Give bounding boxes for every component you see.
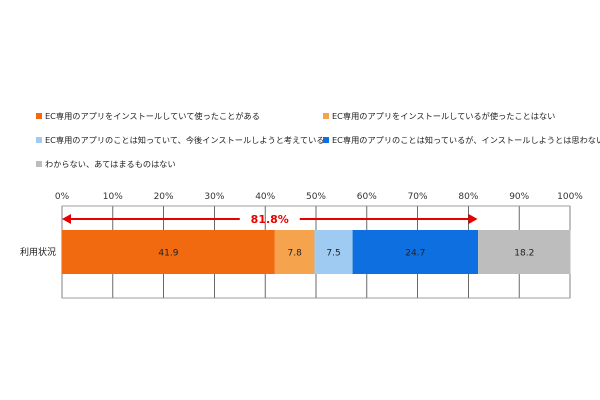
x-tick-label: 80% xyxy=(458,192,478,202)
x-tick-label: 10% xyxy=(103,192,123,202)
data-label: 7.5 xyxy=(326,249,340,259)
x-tick-label: 0% xyxy=(55,192,70,202)
bar-segment xyxy=(62,230,275,274)
legend-item-know-wont-install: EC専用のアプリのことは知っているが、インストールしようとは思わない xyxy=(323,134,600,146)
legend-swatch-unknown xyxy=(36,161,42,167)
x-tick-label: 40% xyxy=(255,192,275,202)
legend-item-unknown: わからない、あてはまるものはない xyxy=(36,158,176,170)
legend-swatch-know-will-install xyxy=(36,137,42,143)
legend-label-installed-not-used: EC専用のアプリをインストールしているが使ったことはない xyxy=(332,111,556,121)
legend-item-used: EC専用のアプリをインストールしていて使ったことがある xyxy=(36,110,260,122)
data-label: 41.9 xyxy=(158,249,178,259)
data-label: 18.2 xyxy=(514,249,534,259)
x-tick-label: 30% xyxy=(204,192,224,202)
x-tick-label: 70% xyxy=(408,192,428,202)
annotation-arrowhead-right xyxy=(468,214,478,224)
x-tick-label: 20% xyxy=(154,192,174,202)
legend-swatch-used xyxy=(36,113,42,119)
legend-label-unknown: わからない、あてはまるものはない xyxy=(45,159,176,169)
legend-label-know-will-install: EC専用のアプリのことは知っていて、今後インストールしようと考えている xyxy=(45,135,325,145)
bar-segment xyxy=(478,230,571,274)
category-label: 利用状況 xyxy=(20,246,56,258)
legend-swatch-installed-not-used xyxy=(323,113,329,119)
legend-label-know-wont-install: EC専用のアプリのことは知っているが、インストールしようとは思わない xyxy=(332,135,600,145)
bar-segment xyxy=(352,230,479,274)
legend-label-used: EC専用のアプリをインストールしていて使ったことがある xyxy=(45,111,260,121)
data-label: 24.7 xyxy=(405,249,425,259)
annotation-arrowhead-left xyxy=(62,214,71,224)
bar-segment xyxy=(314,230,353,274)
data-label: 7.8 xyxy=(287,249,302,259)
legend-swatch-know-wont-install xyxy=(323,137,329,143)
x-tick-label: 50% xyxy=(306,192,326,202)
x-tick-label: 90% xyxy=(509,192,529,202)
legend-item-installed-not-used: EC専用のアプリをインストールしているが使ったことはない xyxy=(323,110,555,122)
x-tick-label: 100% xyxy=(557,192,583,202)
annotation-label: 81.8% xyxy=(251,213,289,226)
bar-segment xyxy=(274,230,315,274)
x-tick-label: 60% xyxy=(357,192,377,202)
legend-item-know-will-install: EC専用のアプリのことは知っていて、今後インストールしようと考えている xyxy=(36,134,324,146)
